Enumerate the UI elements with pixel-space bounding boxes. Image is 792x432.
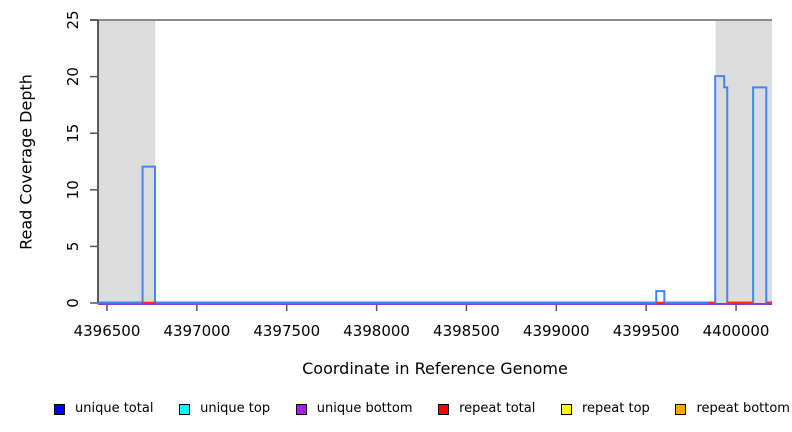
legend-swatch-unique-bottom [295, 403, 307, 415]
legend-swatch-repeat-top [561, 403, 572, 415]
y-tick-label: 0 [64, 298, 82, 308]
axes-layer: 0 5 10 15 20 25 4396500 4397000 4397500 4398000 43… [64, 10, 772, 340]
legend-swatch-unique-total [54, 403, 65, 415]
series-unique-total-line [98, 75, 772, 304]
legend-label-repeat-top: repeat top [582, 401, 650, 416]
masked-regions-layer [98, 20, 772, 303]
x-tick-label: 4397000 [163, 322, 230, 340]
legend-label-unique-top: unique top [200, 401, 271, 416]
masked-region-shade [715, 20, 772, 303]
legend-item-repeat-total: repeat total [438, 402, 535, 416]
x-tick-label: 4399000 [523, 322, 590, 340]
legend-swatch-repeat-bottom [675, 403, 687, 415]
y-tick-label: 15 [64, 124, 82, 143]
coverage-plot-svg: 0 5 10 15 20 25 4396500 4397000 4397500 4398000 43… [17, 10, 772, 378]
y-tick-label: 10 [64, 180, 82, 199]
masked-region-shade [98, 20, 156, 303]
legend-label-unique-bottom: unique bottom [316, 401, 413, 416]
x-tick-label: 4398500 [433, 322, 500, 340]
legend-item-unique-total: unique total [54, 402, 153, 416]
legend-item-repeat-bottom: repeat bottom [675, 402, 790, 416]
series-layer [98, 75, 772, 305]
legend-label-repeat-bottom: repeat bottom [696, 401, 790, 416]
y-axis-title: Read Coverage Depth [17, 74, 36, 250]
legend-item-unique-bottom: unique bottom [295, 401, 413, 416]
y-tick-label: 5 [64, 242, 82, 252]
legend-item-unique-top: unique top [179, 402, 270, 416]
x-tick-label: 4397500 [253, 322, 320, 340]
legend-swatch-unique-top [179, 403, 191, 415]
legend-swatch-repeat-total [438, 403, 450, 415]
x-tick-label: 4400000 [703, 322, 770, 340]
x-tick-label: 4396500 [74, 322, 141, 340]
y-tick-label: 20 [64, 67, 82, 86]
x-tick-label: 4399500 [613, 322, 680, 340]
y-tick-label: 25 [64, 10, 82, 29]
legend: unique total unique top unique bottom repea… [54, 399, 790, 419]
legend-label-repeat-total: repeat total [459, 401, 536, 416]
legend-item-repeat-top: repeat top [561, 402, 650, 416]
x-tick-label: 4398000 [343, 322, 410, 340]
legend-label-unique-total: unique total [75, 401, 154, 416]
x-axis-title: Coordinate in Reference Genome [302, 359, 568, 378]
